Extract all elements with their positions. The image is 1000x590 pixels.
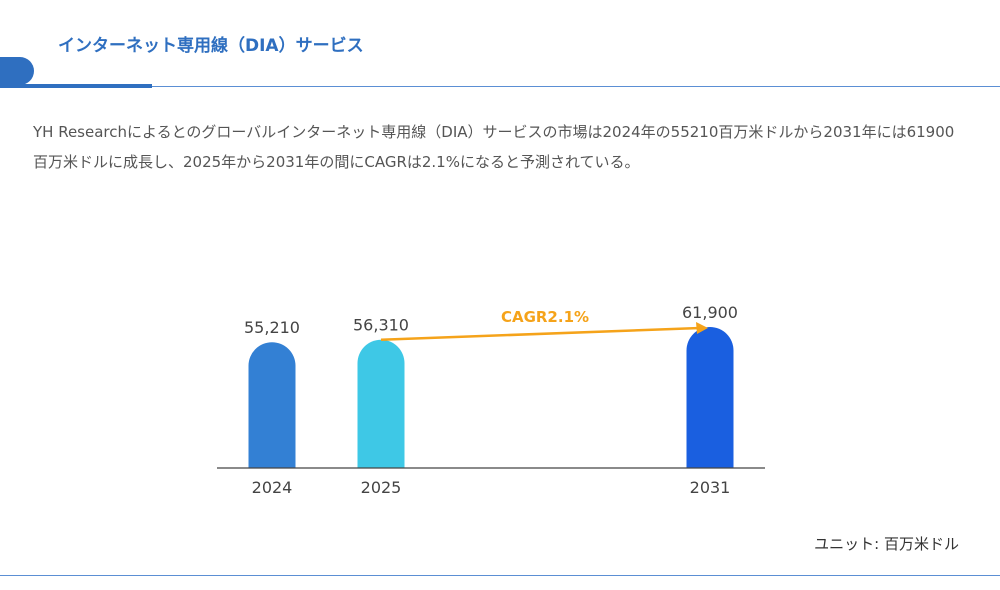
- title-underline: [0, 84, 152, 88]
- cagr-arrowhead-icon: [696, 322, 708, 334]
- bar-2025: [357, 339, 405, 468]
- cagr-arrow-line: [380, 326, 701, 341]
- section-title: インターネット専用線（DIA）サービス: [58, 36, 364, 56]
- bar-2024: [248, 342, 296, 468]
- bar-2031: [686, 327, 734, 468]
- x-tick-2025: 2025: [361, 478, 402, 497]
- header-divider: [152, 86, 1000, 87]
- title-tab-decoration: [0, 57, 34, 85]
- value-label-2024: 55,210: [244, 318, 300, 337]
- bottom-divider: [0, 575, 1000, 576]
- x-tick-2024: 2024: [252, 478, 293, 497]
- market-description: YH Researchによるとのグローバルインターネット専用線（DIA）サービス…: [33, 123, 955, 171]
- cagr-label: CAGR2.1%: [501, 308, 589, 326]
- unit-label: ユニット: 百万米ドル: [814, 535, 959, 553]
- value-label-2025: 56,310: [353, 316, 409, 335]
- x-tick-2031: 2031: [690, 478, 731, 497]
- value-label-2031: 61,900: [682, 303, 738, 322]
